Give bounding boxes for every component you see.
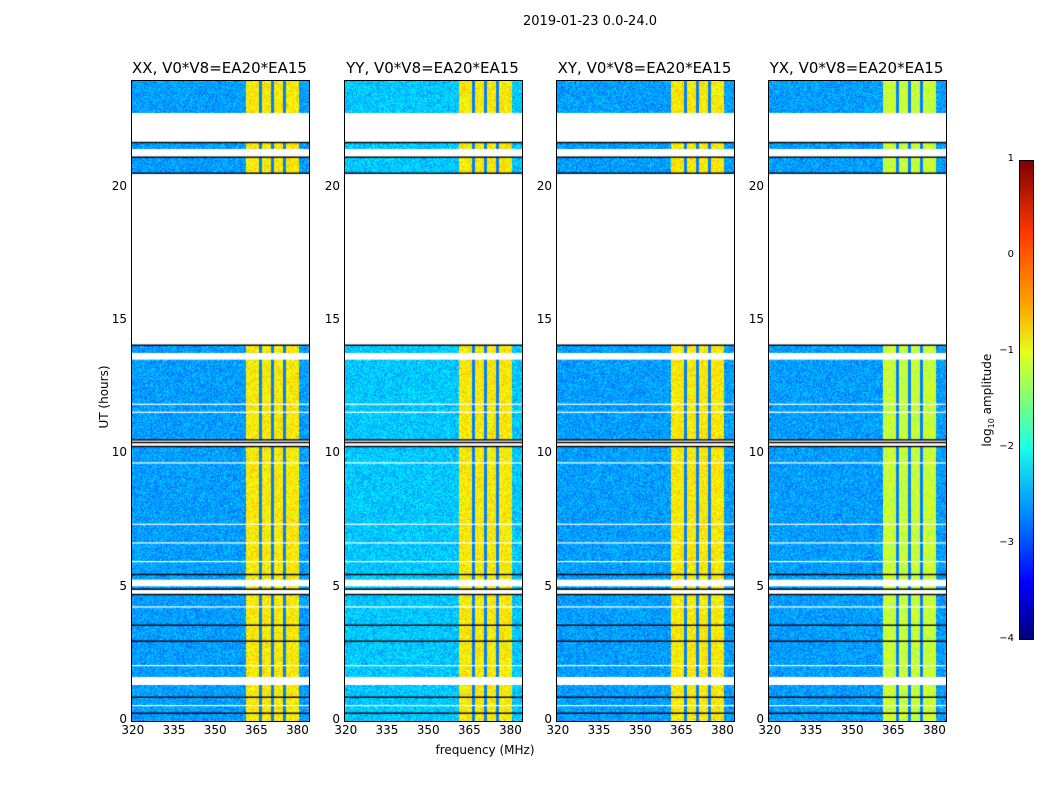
y-tick-label: 0 (332, 712, 340, 726)
x-tick-label: 335 (587, 723, 611, 737)
x-tick-label: 365 (669, 723, 693, 737)
x-tick-label: 380 (499, 723, 522, 737)
heatmap-panel-2 (556, 80, 735, 722)
x-tick-label: 350 (840, 723, 864, 737)
panel-title: YX, V0*V8=EA20*EA15 (769, 59, 944, 77)
y-axis-label: UT (hours) (97, 365, 111, 429)
x-axis-label: frequency (MHz) (435, 743, 535, 757)
x-tick-label: 335 (162, 723, 186, 737)
colorbar-tick-label: −3 (999, 537, 1014, 548)
y-tick-label: 20 (111, 178, 127, 193)
x-tick-label: 365 (457, 723, 481, 737)
heatmap-panel-0 (131, 80, 310, 722)
x-tick-label: 365 (881, 723, 905, 737)
colorbar-tick-label: 0 (1007, 249, 1014, 260)
colorbar-tick-label: −2 (999, 441, 1014, 452)
y-tick-label: 5 (332, 578, 340, 593)
colorbar-tick-label: −1 (999, 345, 1014, 356)
x-tick-label: 335 (375, 723, 399, 737)
x-tick-label: 335 (799, 723, 823, 737)
y-tick-label: 10 (324, 445, 340, 460)
colorbar-label: log10 amplitude (979, 353, 997, 447)
heatmap-panel-1 (344, 80, 523, 722)
x-tick-label: 350 (628, 723, 652, 737)
colorbar-tick-label: 1 (1007, 153, 1014, 164)
panel-title: XX, V0*V8=EA20*EA15 (132, 59, 307, 77)
figure-title: 2019-01-23 0.0-24.0 (523, 14, 657, 29)
y-tick-label: 10 (748, 445, 764, 460)
y-tick-label: 10 (111, 445, 127, 460)
x-tick-label: 320 (121, 723, 145, 737)
x-tick-label: 350 (416, 723, 440, 737)
x-tick-label: 380 (923, 723, 946, 737)
colorbar (1019, 160, 1034, 640)
y-tick-label: 20 (324, 178, 340, 193)
y-tick-label: 10 (536, 445, 552, 460)
y-tick-label: 15 (324, 312, 340, 326)
x-tick-label: 320 (546, 723, 570, 737)
panel-title: XY, V0*V8=EA20*EA15 (557, 59, 732, 77)
x-tick-label: 320 (758, 723, 782, 737)
x-tick-label: 365 (244, 723, 268, 737)
y-tick-label: 20 (748, 178, 764, 193)
x-tick-label: 380 (286, 723, 309, 737)
x-tick-label: 320 (334, 723, 358, 737)
y-tick-label: 20 (536, 178, 552, 193)
heatmap-panel-3 (768, 80, 947, 722)
y-tick-label: 5 (544, 578, 552, 593)
y-tick-label: 5 (756, 578, 764, 593)
y-tick-label: 5 (119, 578, 127, 593)
y-tick-label: 0 (544, 712, 552, 726)
y-tick-label: 0 (756, 712, 764, 726)
y-tick-label: 15 (748, 312, 764, 326)
colorbar-tick-label: −4 (999, 633, 1014, 644)
y-tick-label: 0 (119, 712, 127, 726)
y-tick-label: 15 (536, 312, 552, 326)
x-tick-label: 380 (711, 723, 734, 737)
x-tick-label: 350 (203, 723, 227, 737)
y-tick-label: 15 (111, 312, 127, 326)
panel-title: YY, V0*V8=EA20*EA15 (346, 59, 519, 77)
